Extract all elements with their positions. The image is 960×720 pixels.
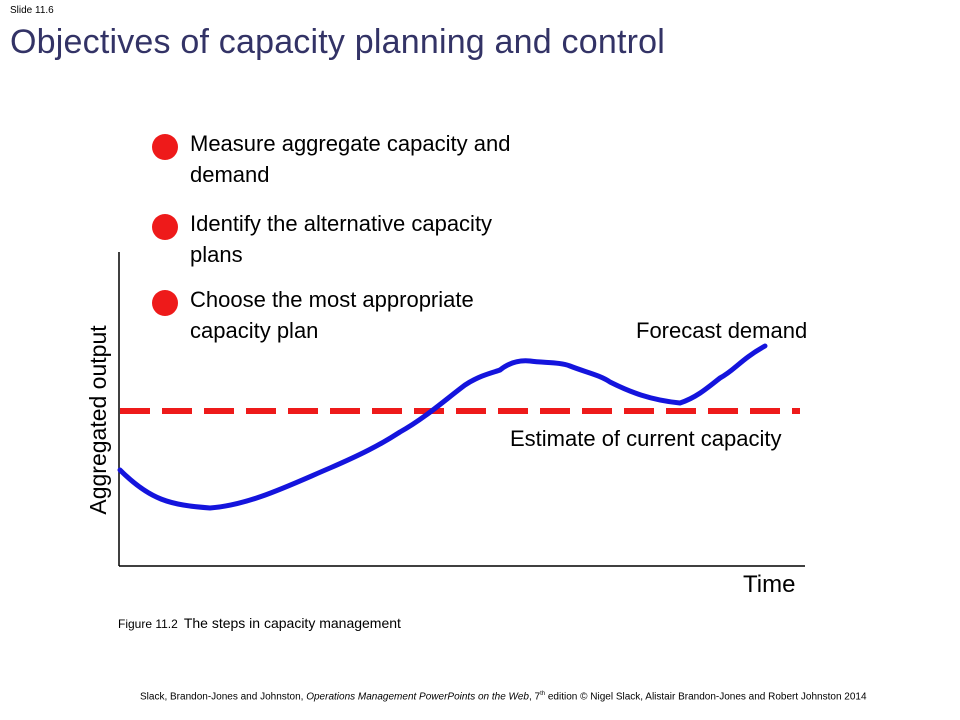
footer-rest: edition © Nigel Slack, Alistair Brandon-…: [545, 691, 867, 703]
bullet-text: Choose the most appropriate capacity pla…: [190, 287, 474, 343]
copyright-footer: Slack, Brandon-Jones and Johnston, Opera…: [140, 688, 867, 703]
slide-title: Objectives of capacity planning and cont…: [10, 23, 665, 61]
figure-caption: Figure 11.2 The steps in capacity managem…: [118, 614, 401, 633]
bullet-dot-icon: [152, 290, 178, 316]
current-capacity-label: Estimate of current capacity: [510, 426, 782, 451]
bullet-text: Measure aggregate capacity and demand: [190, 131, 511, 187]
footer-authors: Slack, Brandon-Jones and Johnston,: [140, 691, 304, 703]
footer-edition-prefix: , 7: [528, 691, 541, 703]
footer-edition-sup: th: [540, 691, 546, 697]
bullet-dot-icon: [152, 214, 178, 240]
demand-curve: [117, 343, 768, 511]
slide-number: Slide 11.6: [10, 5, 54, 16]
bullet-dot-icon: [152, 134, 178, 160]
y-axis-label-text: Aggregated output: [85, 325, 111, 515]
bullet-text: Identify the alternative capacity plans: [190, 211, 493, 267]
figure-number: Figure 11.2: [118, 617, 178, 631]
forecast-demand-label: Forecast demand: [636, 318, 808, 343]
figure-caption-text: The steps in capacity management: [183, 615, 401, 631]
footer-book-title: Operations Management PowerPoints on the…: [306, 691, 529, 703]
x-axis-label: Time: [743, 571, 796, 598]
